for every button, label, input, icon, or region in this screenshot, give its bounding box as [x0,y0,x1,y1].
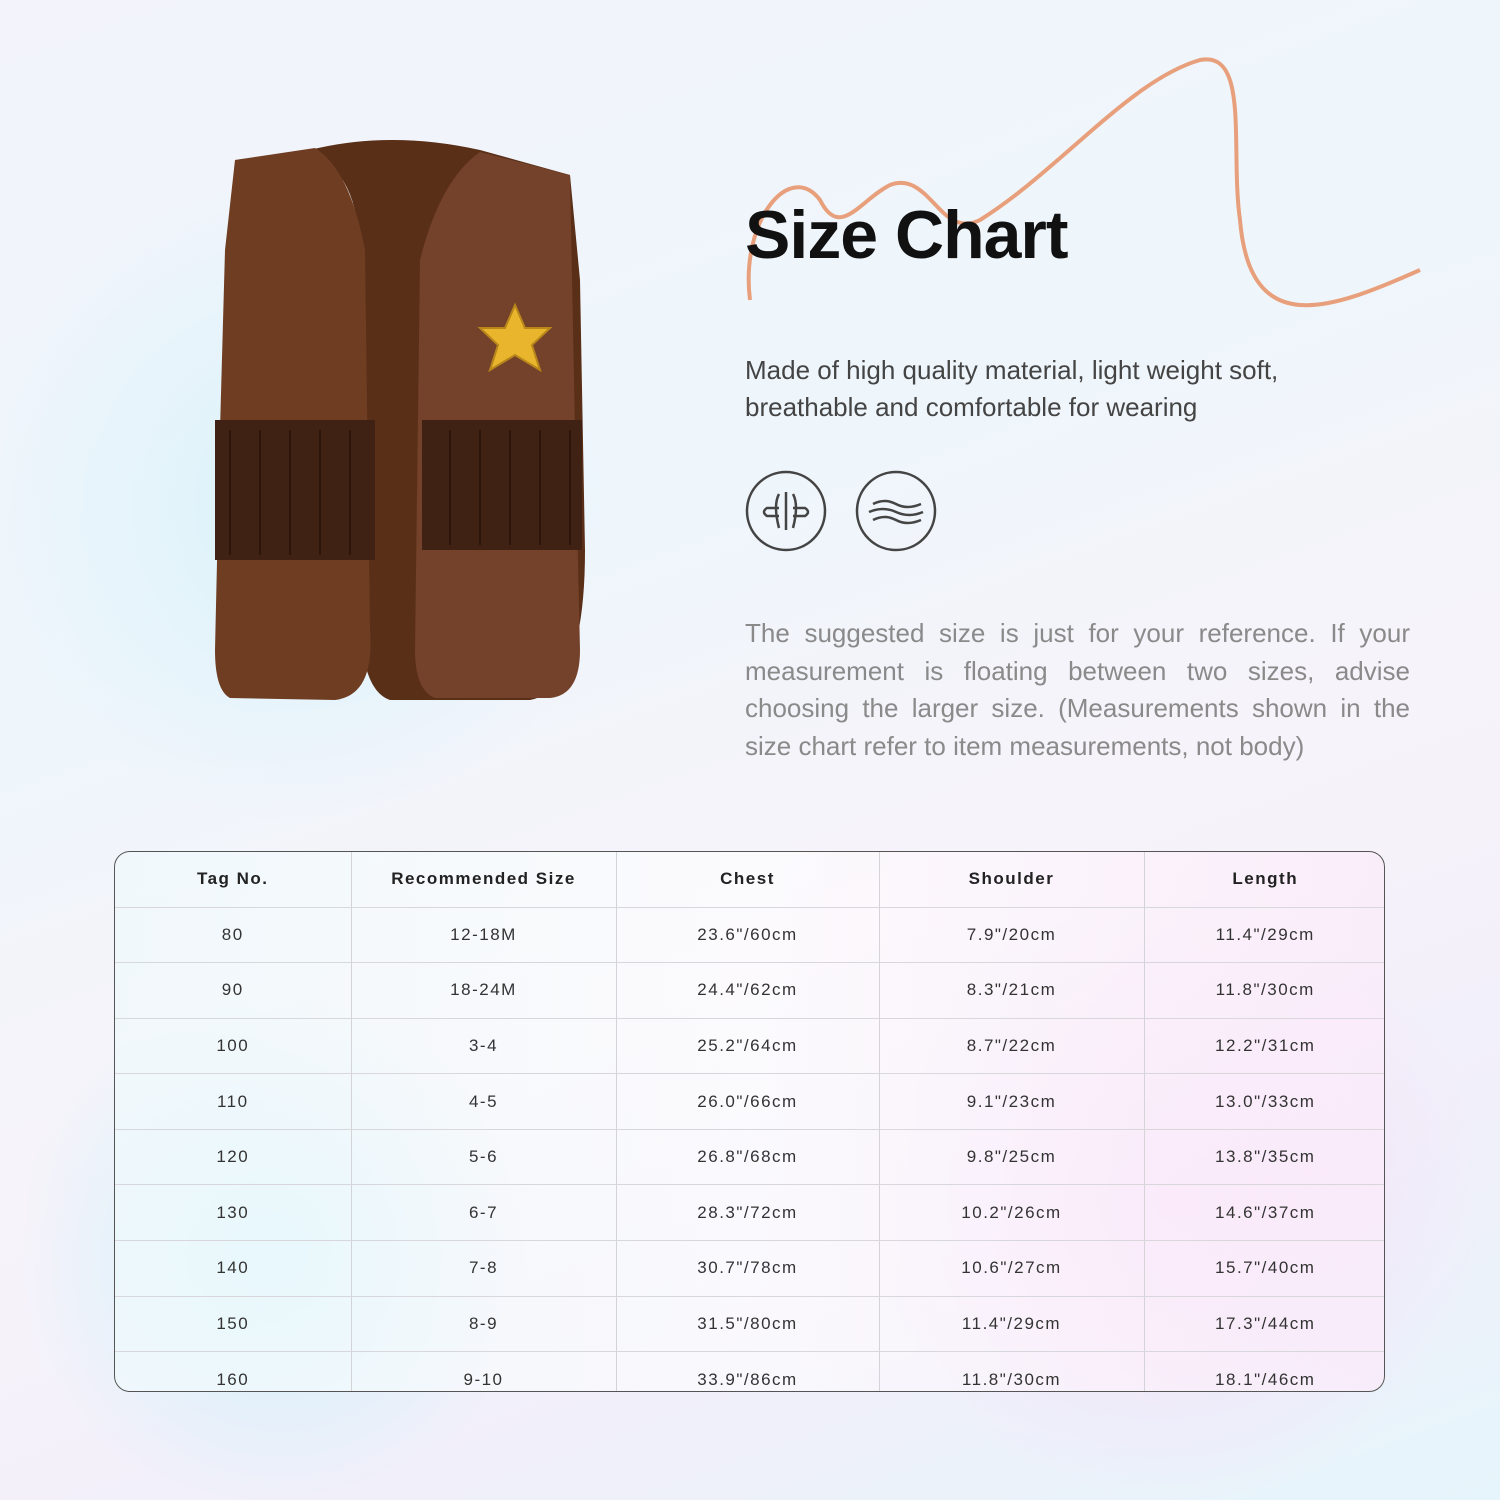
table-row: 100 3-4 25.2"/64cm 8.7"/22cm 12.2"/31cm [115,1018,1384,1075]
table-cell: 8.7"/22cm [879,1018,1145,1075]
table-cell: 6-7 [351,1184,617,1242]
table-cell: 80 [115,907,352,964]
table-cell: 31.5"/80cm [616,1296,880,1353]
table-cell: 150 [115,1296,352,1353]
table-cell: 15.7"/40cm [1144,1240,1384,1297]
table-row: 120 5-6 26.8"/68cm 9.8"/25cm 13.8"/35cm [115,1129,1384,1186]
table-cell: 23.6"/60cm [616,907,880,964]
table-cell: 12-18M [351,907,617,964]
table-cell: 100 [115,1018,352,1075]
table-cell: 25.2"/64cm [616,1018,880,1075]
table-cell: 11.4"/29cm [879,1296,1145,1353]
table-cell: 8.3"/21cm [879,962,1145,1019]
table-cell: 17.3"/44cm [1144,1296,1384,1353]
table-row: 130 6-7 28.3"/72cm 10.2"/26cm 14.6"/37cm [115,1184,1384,1242]
table-cell: 110 [115,1073,352,1130]
table-row: 110 4-5 26.0"/66cm 9.1"/23cm 13.0"/33cm [115,1073,1384,1130]
table-row: 160 9-10 33.9"/86cm 11.8"/30cm 18.1"/46cm [115,1351,1384,1391]
table-cell: 11.8"/30cm [879,1351,1145,1391]
table-cell: 160 [115,1351,352,1391]
table-cell: 7.9"/20cm [879,907,1145,964]
table-cell: 30.7"/78cm [616,1240,880,1297]
table-cell: 4-5 [351,1073,617,1130]
table-cell: 9.1"/23cm [879,1073,1145,1130]
table-cell: 10.2"/26cm [879,1184,1145,1242]
soft-wave-icon [855,470,937,552]
table-cell: 9.8"/25cm [879,1129,1145,1186]
table-cell: 10.6"/27cm [879,1240,1145,1297]
product-description: Made of high quality material, light wei… [745,355,1279,422]
table-cell: 28.3"/72cm [616,1184,880,1242]
table-row: 150 8-9 31.5"/80cm 11.4"/29cm 17.3"/44cm [115,1296,1384,1353]
table-cell: 140 [115,1240,352,1297]
column-header: Tag No. [115,852,352,908]
table-cell: 130 [115,1184,352,1242]
table-cell: 26.8"/68cm [616,1129,880,1186]
table-row: 90 18-24M 24.4"/62cm 8.3"/21cm 11.8"/30cm [115,962,1384,1019]
table-cell: 13.0"/33cm [1144,1073,1384,1130]
table-row: 80 12-18M 23.6"/60cm 7.9"/20cm 11.4"/29cm [115,907,1384,964]
page-title: Size Chart [745,197,1069,273]
table-cell: 8-9 [351,1296,617,1353]
sheriff-badge [477,302,553,373]
column-header: Chest [616,852,880,908]
decorative-curve [746,57,1421,308]
table-cell: 120 [115,1129,352,1186]
table-cell: 18-24M [351,962,617,1019]
sizing-note: The suggested size is just for your refe… [745,618,1410,761]
size-chart-table: Tag No. Recommended Size Chest Shoulder Leng… [114,851,1385,1392]
table-cell: 3-4 [351,1018,617,1075]
table-cell: 11.4"/29cm [1144,907,1384,964]
column-header: Shoulder [879,852,1145,908]
table-cell: 26.0"/66cm [616,1073,880,1130]
table-cell: 7-8 [351,1240,617,1297]
table-cell: 90 [115,962,352,1019]
breathable-icon [745,470,827,552]
table-cell: 12.2"/31cm [1144,1018,1384,1075]
table-cell: 24.4"/62cm [616,962,880,1019]
table-cell: 18.1"/46cm [1144,1351,1384,1391]
table-cell: 9-10 [351,1351,617,1391]
table-cell: 13.8"/35cm [1144,1129,1384,1186]
table-cell: 11.8"/30cm [1144,962,1384,1019]
table-row: 140 7-8 30.7"/78cm 10.6"/27cm 15.7"/40cm [115,1240,1384,1297]
header-row: Tag No. Recommended Size Chest Shoulder Leng… [115,852,1384,908]
table-cell: 5-6 [351,1129,617,1186]
product-image-cowboy-vest [215,140,585,700]
column-header: Length [1144,852,1384,908]
feature-icons [745,470,937,552]
column-header: Recommended Size [351,852,617,908]
table-cell: 14.6"/37cm [1144,1184,1384,1242]
table-cell: 33.9"/86cm [616,1351,880,1391]
